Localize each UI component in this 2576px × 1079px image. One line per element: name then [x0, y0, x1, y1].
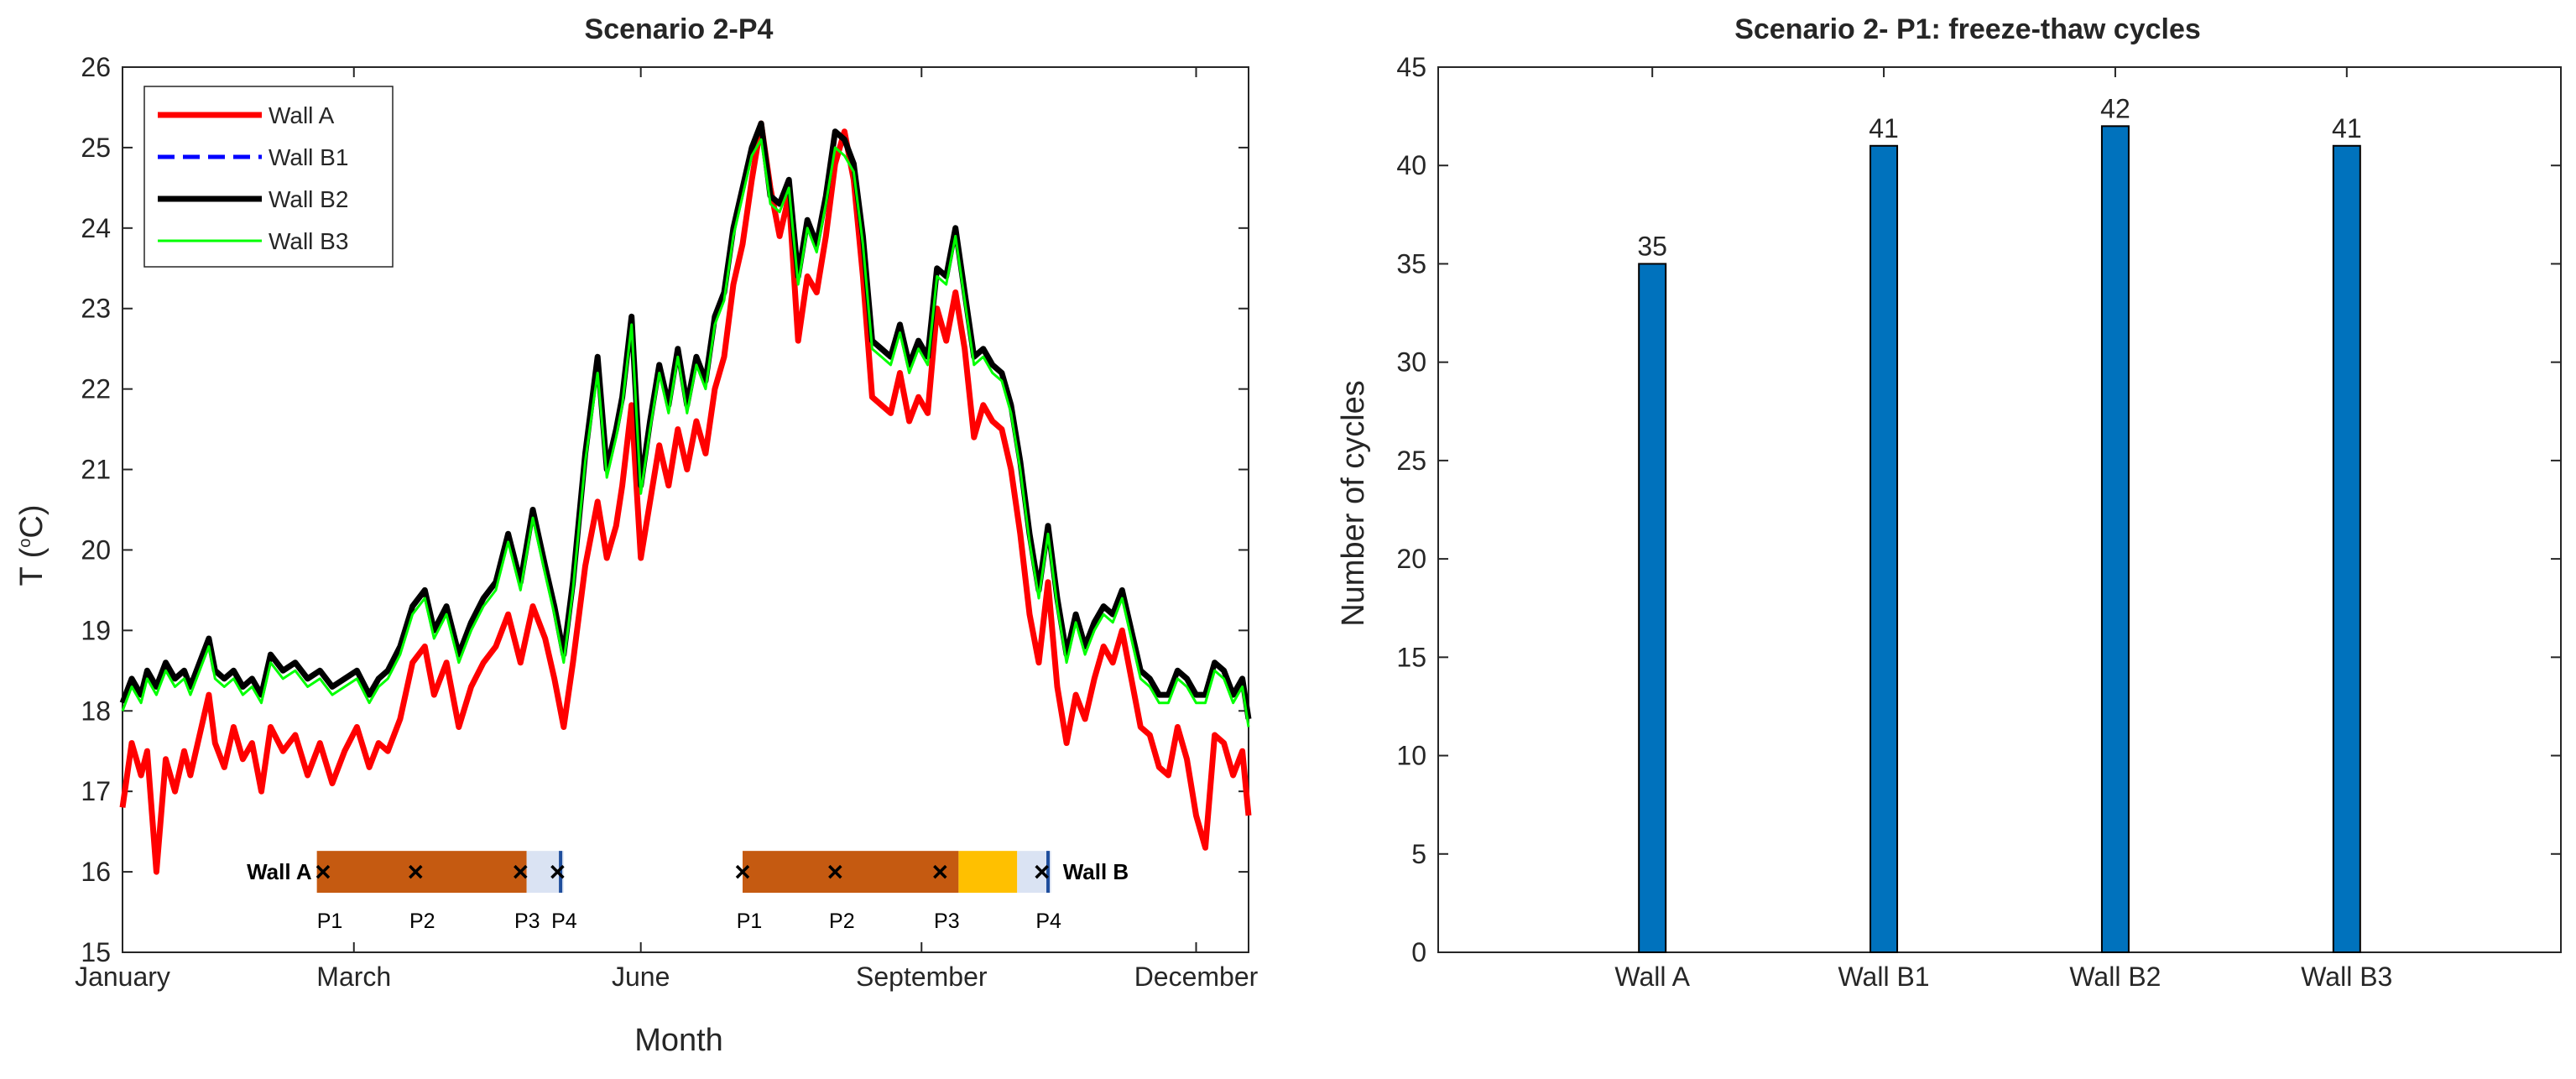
x-tick-label: March: [316, 962, 391, 992]
y-tick-label: 20: [81, 534, 111, 565]
y-tick-label: 0: [1411, 937, 1426, 967]
annotation-segment: [743, 851, 959, 894]
bar-value-label: 41: [1869, 113, 1899, 143]
annotation-point-marker: [409, 864, 423, 879]
annotation-wall-label: Wall A: [247, 859, 312, 884]
y-tick-label: 21: [81, 455, 111, 485]
bar-chart-panel: Scenario 2- P1: freeze-thaw cycles 0 5 10 1…: [1336, 13, 2562, 992]
x-tick-label: Wall B2: [2069, 962, 2161, 992]
annotation-wall-b: P1 P2 P3 P4 Wall B: [735, 851, 1129, 933]
y-tick-label: 40: [1396, 150, 1426, 180]
annotation-point-marker: [1035, 864, 1049, 879]
legend-entry: Wall B1: [269, 144, 348, 170]
y-tick-label: 30: [1396, 347, 1426, 378]
legend-entry: Wall A: [269, 102, 335, 128]
ylabel-degree: o: [16, 539, 34, 548]
x-tick-label: December: [1134, 962, 1259, 992]
bar: [2100, 125, 2130, 954]
y-tick-label: 22: [81, 374, 111, 404]
bar-chart-bars: 35 41 42 41: [1637, 93, 2362, 954]
svg-text:T (oC): T (oC): [14, 505, 50, 586]
bar-chart-ylabel: Number of cycles: [1336, 380, 1371, 627]
bar-value-label: 42: [2100, 93, 2130, 123]
y-tick-label: 15: [1396, 642, 1426, 672]
annotation-point-marker: [828, 864, 842, 879]
bar: [1869, 144, 1899, 953]
y-tick-label: 24: [81, 213, 111, 243]
annotation-point-label: P4: [1035, 910, 1061, 933]
line-chart-ylabel: T (oC): [14, 505, 50, 586]
x-tick-label: Wall B3: [2301, 962, 2392, 992]
line-chart-xlabel: Month: [634, 1023, 723, 1058]
y-tick-label: 18: [81, 696, 111, 726]
annotation-wall-label: Wall B: [1063, 859, 1129, 884]
legend-entry: Wall B2: [269, 186, 348, 212]
y-tick-label: 25: [1396, 446, 1426, 476]
legend-entry: Wall B3: [269, 228, 348, 254]
annotation-point-marker: [933, 864, 947, 879]
annotation-segment: [316, 851, 527, 894]
x-tick-label: June: [612, 962, 670, 992]
exposure-annotations: P1 P2 P3 P4 Wall A P1 P2 P3 P4 Wall B: [247, 851, 1129, 933]
ylabel-main: T (: [14, 547, 50, 586]
annotation-point-marker: [735, 864, 750, 879]
line-chart-panel: Scenario 2-P4 15 16 17 18 19 20 21 22 23 24 25 26 Ja…: [0, 0, 1275, 1079]
annotation-point-label: P3: [934, 910, 960, 933]
x-tick-label: Wall A: [1614, 962, 1690, 992]
bar-chart-axes: 0 5 10 15 20 25 30 35 40 45 Wall A Wall B1 Wall B2 Wa…: [1396, 52, 2562, 992]
y-tick-label: 17: [81, 776, 111, 806]
series-line-wall-a: [119, 120, 1252, 875]
annotation-point-label: P2: [829, 910, 855, 933]
y-tick-label: 19: [81, 615, 111, 645]
line-chart-title: Scenario 2-P4: [585, 13, 774, 45]
annotation-wall-a: P1 P2 P3 P4 Wall A: [247, 851, 577, 933]
y-tick-label: 23: [81, 294, 111, 324]
series-line-wall-b2: [119, 120, 1252, 720]
y-tick-label: 10: [1396, 741, 1426, 771]
bar-plot-area: [1437, 66, 2562, 953]
x-tick-label: September: [856, 962, 988, 992]
y-tick-label: 26: [81, 52, 111, 82]
annotation-segment: [958, 851, 1018, 894]
annotation-point-label: P3: [514, 910, 540, 933]
annotation-point-label: P1: [737, 910, 763, 933]
series-line-wall-b3: [121, 138, 1250, 727]
annotation-point-marker: [550, 864, 565, 879]
bar: [2332, 144, 2361, 953]
bar-value-label: 41: [2332, 113, 2362, 143]
y-tick-label: 5: [1411, 839, 1426, 869]
annotation-point-marker: [514, 864, 528, 879]
y-tick-label: 15: [81, 937, 111, 967]
y-tick-label: 25: [81, 133, 111, 163]
bar-value-label: 35: [1637, 231, 1667, 261]
annotation-point-label: P2: [409, 910, 435, 933]
line-chart-series: [119, 120, 1252, 875]
y-tick-label: 20: [1396, 544, 1426, 574]
y-tick-label: 16: [81, 857, 111, 887]
y-tick-label: 35: [1396, 248, 1426, 279]
ylabel-unit: C): [14, 505, 50, 539]
x-tick-label: January: [75, 962, 170, 992]
bar: [1638, 263, 1667, 953]
annotation-point-marker: [315, 864, 331, 879]
annotation-point-label: P4: [551, 910, 577, 933]
line-chart-legend: Wall A Wall B1 Wall B2 Wall B3: [143, 86, 394, 268]
bar-chart-title: Scenario 2- P1: freeze-thaw cycles: [1734, 13, 2201, 45]
annotation-segment: [1017, 851, 1051, 894]
y-tick-label: 45: [1396, 52, 1426, 82]
annotation-point-label: P1: [317, 910, 343, 933]
x-tick-label: Wall B1: [1838, 962, 1930, 992]
